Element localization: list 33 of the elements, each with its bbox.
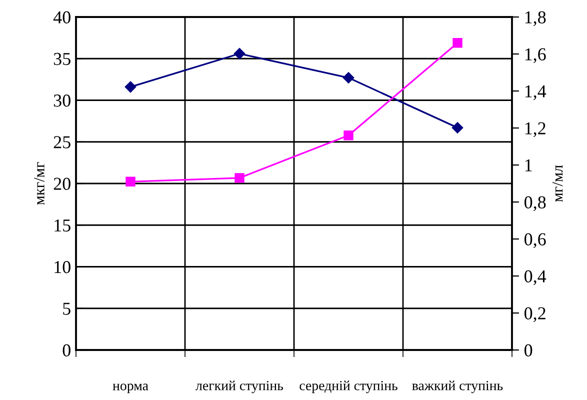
- y2-tick-label: 0,4: [524, 270, 546, 286]
- y2-tick-label: 1,8: [525, 11, 546, 26]
- point: [452, 122, 464, 134]
- y-tick-label: 25: [54, 136, 70, 148]
- y-tick-label: 0: [62, 344, 70, 356]
- point: [452, 38, 462, 48]
- y2-tick-label: 1,6: [525, 48, 546, 64]
- y2-tick-label: 1: [525, 159, 532, 172]
- y-tick-label: 35: [54, 52, 70, 66]
- x-tick-label: середній ступінь: [300, 380, 398, 394]
- x-tick-label: норма: [112, 384, 148, 394]
- y2-tick-label: 0,2: [524, 307, 546, 322]
- y2-tick-label: 1,4: [525, 85, 546, 100]
- y-tick-label: 15: [54, 219, 70, 232]
- y2-tick-label: 0,6: [524, 233, 546, 248]
- y-tick-label: 40: [53, 11, 70, 24]
- point: [124, 81, 136, 93]
- y2-tick-label: 0,8: [524, 196, 546, 212]
- point: [234, 48, 246, 60]
- x-tick-label: важкий ступінь: [412, 380, 503, 394]
- y-axis-title: мкг/мг: [34, 162, 44, 205]
- y2-axis-title: мг/мл: [552, 165, 563, 202]
- point: [126, 176, 136, 187]
- x-tick-label: легкий ступінь: [196, 380, 284, 394]
- y2-tick-label: 1,2: [525, 122, 546, 138]
- y-tick-label: 10: [54, 261, 70, 274]
- point: [342, 72, 354, 84]
- y-tick-label: 20: [54, 178, 70, 190]
- y2-tick-label: 0: [524, 344, 532, 356]
- point: [234, 173, 244, 183]
- y-tick-label: 5: [63, 302, 70, 315]
- y-tick-label: 30: [54, 94, 70, 107]
- point: [344, 130, 354, 140]
